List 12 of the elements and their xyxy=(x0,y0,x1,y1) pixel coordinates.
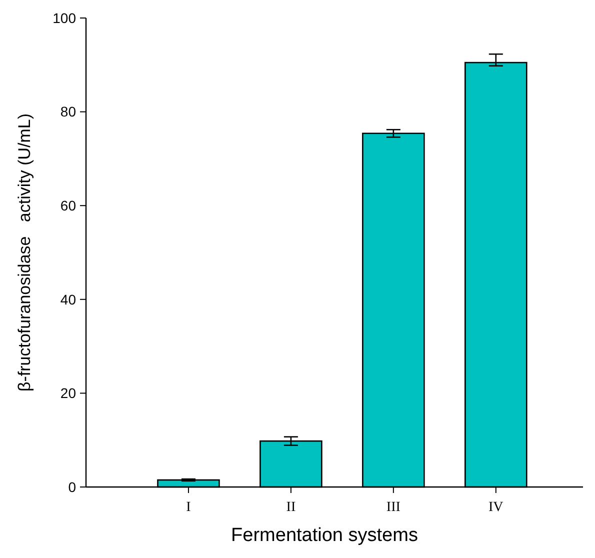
y-tick-label: 80 xyxy=(60,104,76,120)
x-tick-label: I xyxy=(186,500,192,515)
x-tick-label: IV xyxy=(488,500,504,515)
x-tick-label: III xyxy=(386,500,401,515)
x-tick-label: II xyxy=(286,500,296,515)
y-tick-label: 0 xyxy=(68,478,76,495)
x-axis-title: Fermentation systems xyxy=(231,525,418,546)
y-tick-label: 40 xyxy=(60,291,76,308)
y-tick-label: 20 xyxy=(60,385,76,402)
y-tick-label: 100 xyxy=(52,10,76,26)
y-axis-title: β-fructofuranosidase activity (U/mL) xyxy=(15,113,34,392)
y-tick-label: 60 xyxy=(60,198,76,214)
